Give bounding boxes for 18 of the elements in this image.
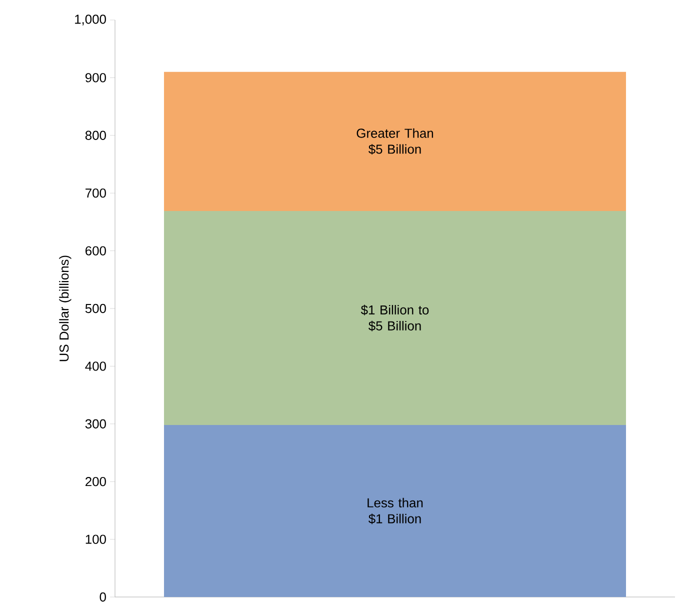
series-label: Less than $1 Billion <box>368 498 423 524</box>
y-axis-title: US Dollar (billions) <box>59 256 72 362</box>
y-tick-label: 1,000 <box>75 14 106 26</box>
y-tick-label: 300 <box>85 419 106 428</box>
bar <box>164 210 626 426</box>
series-label: $1 Billion to $5 Billion <box>360 304 429 332</box>
y-tick-label: 800 <box>85 130 106 140</box>
y-tick-label: 500 <box>85 304 106 314</box>
y-tick-label: 200 <box>86 477 106 486</box>
bar <box>164 72 626 211</box>
y-tick-label: 100 <box>86 534 106 544</box>
bar <box>164 425 626 597</box>
y-tick-label: 400 <box>85 362 106 371</box>
y-tick-label: 0 <box>100 592 106 602</box>
y-tick-label: 700 <box>86 188 106 198</box>
y-tick-label: 600 <box>86 246 106 256</box>
y-tick-label: 900 <box>85 73 106 82</box>
series-label: Greater Than $5 Billion <box>356 128 434 155</box>
